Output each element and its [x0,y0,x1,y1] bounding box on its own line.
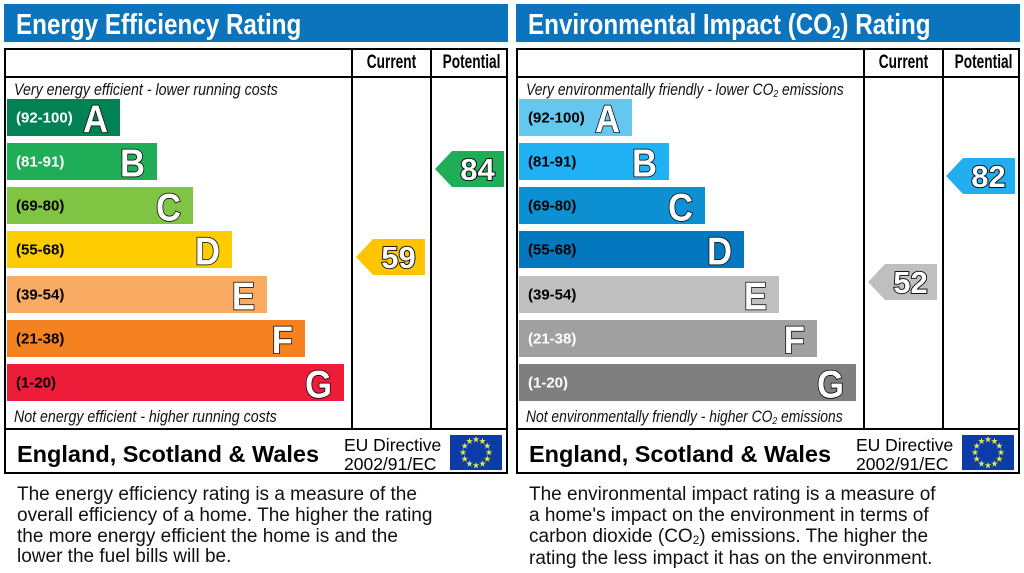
svg-text:G: G [305,364,332,401]
svg-text:E: E [232,276,255,313]
svg-text:82: 82 [971,159,1005,194]
svg-text:E: E [744,276,767,313]
svg-text:F: F [272,320,293,357]
svg-text:A: A [83,99,108,136]
svg-text:C: C [156,187,181,224]
svg-text:D: D [707,231,732,268]
svg-text:B: B [120,143,145,180]
svg-text:G: G [817,364,844,401]
svg-text:C: C [668,187,693,224]
svg-text:59: 59 [381,240,415,275]
svg-text:52: 52 [893,265,927,300]
svg-text:F: F [784,320,805,357]
svg-text:D: D [195,231,220,268]
svg-text:84: 84 [460,152,495,187]
svg-text:A: A [595,99,620,136]
svg-text:B: B [632,143,657,180]
